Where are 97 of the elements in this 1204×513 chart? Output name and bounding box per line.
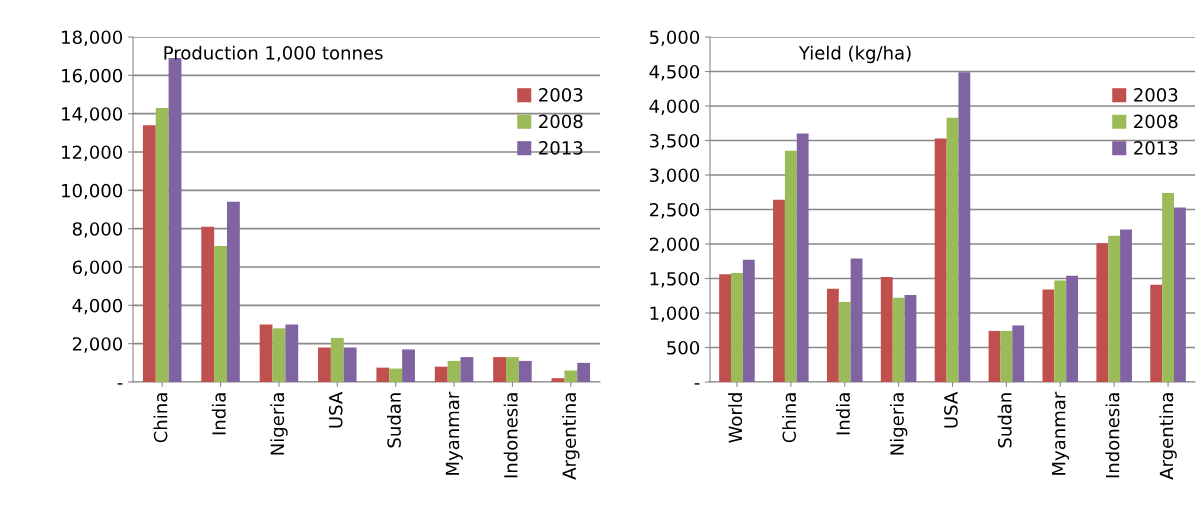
y-tick-label: 8,000: [72, 222, 123, 238]
legend-label: 2013: [1134, 141, 1178, 155]
x-tick-label: Nigeria: [889, 393, 908, 455]
x-tick-label: Indonesia: [503, 393, 518, 478]
bar: [904, 295, 917, 382]
bar: [518, 360, 532, 382]
y-tick-label: 2,000: [72, 337, 123, 353]
bar: [1000, 330, 1013, 382]
y-tick-label: 12,000: [62, 145, 123, 161]
bar: [719, 274, 732, 382]
bar: [826, 288, 839, 382]
bar: [318, 347, 331, 382]
bar: [1162, 192, 1174, 382]
bar: [201, 226, 215, 382]
x-tick-label: Indonesia: [1105, 393, 1120, 478]
y-tick-label: 500: [667, 340, 700, 355]
y-tick-label: 4,000: [649, 99, 700, 115]
bar: [773, 199, 785, 382]
y-tick-label: 5,000: [649, 30, 700, 46]
bar: [958, 72, 971, 382]
bar: [142, 125, 156, 382]
bar: [838, 301, 851, 382]
legend-label: 2013: [539, 141, 583, 155]
y-tick-label: 2,500: [649, 202, 700, 219]
bar: [447, 360, 461, 382]
bar: [376, 367, 390, 382]
legend-label: 2003: [1134, 88, 1178, 102]
x-tick-label: Sudan: [997, 393, 1012, 448]
bar: [272, 328, 286, 382]
bar: [506, 357, 519, 382]
bar: [285, 324, 299, 382]
bar: [742, 259, 755, 382]
x-tick-label: World: [728, 393, 743, 443]
bar: [988, 330, 1001, 382]
y-tick-label: -: [694, 383, 700, 385]
bar: [155, 107, 169, 382]
x-tick-label: Argentina: [1159, 393, 1177, 480]
x-tick-label: Nigeria: [270, 393, 288, 455]
y-tick-label: 3,000: [649, 168, 700, 184]
y-tick-label: 10,000: [62, 183, 123, 200]
y-tick-label: 4,000: [72, 298, 123, 315]
y-tick-label: 18,000: [62, 30, 123, 46]
bar: [434, 366, 448, 382]
chart-title: Yield (kg/ha): [798, 45, 911, 64]
bar: [330, 337, 344, 382]
x-tick-label: USA: [944, 391, 958, 428]
bar: [934, 138, 947, 382]
y-tick-label: 1,000: [650, 306, 700, 322]
bar: [1108, 235, 1121, 382]
bar: [850, 258, 863, 382]
bar: [493, 357, 507, 382]
x-tick-label: China: [782, 393, 797, 443]
legend-label: 2008: [539, 114, 583, 129]
y-tick-label: 6,000: [72, 260, 123, 276]
x-tick-label: Argentina: [562, 393, 580, 480]
bar: [402, 349, 415, 382]
legend-label: 2008: [1134, 114, 1178, 129]
x-tick-label: Myanmar: [1052, 391, 1070, 475]
x-tick-label: India: [835, 393, 850, 435]
bar: [731, 272, 743, 382]
bar: [1173, 207, 1186, 382]
y-tick-label: 3,500: [649, 133, 700, 150]
x-tick-label: India: [211, 393, 226, 435]
y-tick-label: -: [117, 383, 123, 385]
y-tick-label: 2,000: [649, 237, 700, 253]
bar: [168, 58, 182, 382]
bar: [1054, 280, 1067, 382]
bar: [784, 150, 797, 382]
legend-label: 2003: [539, 88, 583, 102]
y-tick-label: 16,000: [62, 68, 123, 85]
bar: [389, 368, 403, 382]
bar: [226, 201, 240, 382]
bar: [796, 133, 809, 382]
bar: [1042, 289, 1055, 382]
bar: [214, 245, 227, 382]
bar: [1066, 275, 1079, 382]
y-tick-label: 14,000: [62, 107, 123, 123]
bar: [1096, 243, 1109, 382]
x-tick-label: Myanmar: [445, 391, 463, 475]
x-tick-label: Sudan: [386, 393, 401, 448]
bar: [259, 324, 273, 382]
bar: [946, 117, 959, 382]
chart-title: Production 1,000 tonnes: [164, 45, 383, 62]
bar: [577, 362, 591, 382]
bar: [1120, 229, 1132, 382]
y-tick-label: 1,500: [650, 271, 700, 288]
bar: [564, 370, 578, 382]
bar: [343, 347, 357, 382]
bar: [551, 378, 565, 382]
bar: [1150, 284, 1163, 382]
x-tick-label: China: [153, 393, 168, 443]
bar: [892, 297, 905, 382]
x-tick-label: USA: [328, 391, 343, 428]
bar: [1012, 325, 1025, 382]
y-tick-label: 4,500: [649, 64, 700, 81]
bar: [880, 277, 893, 382]
bar: [460, 357, 474, 382]
